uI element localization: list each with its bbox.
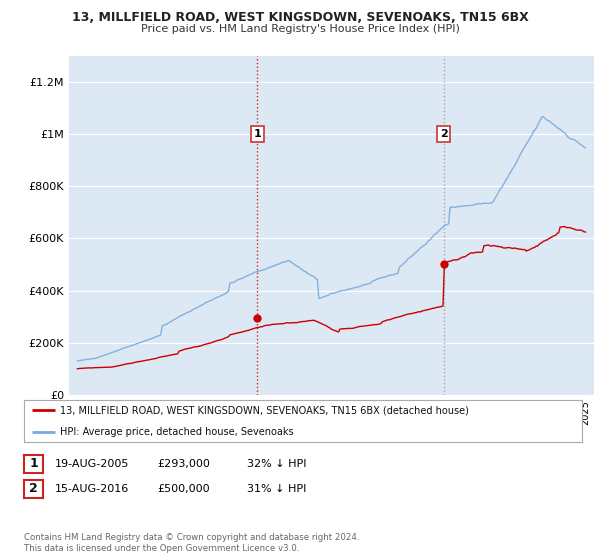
Text: 32% ↓ HPI: 32% ↓ HPI <box>247 459 307 469</box>
Text: £293,000: £293,000 <box>157 459 210 469</box>
Text: Price paid vs. HM Land Registry's House Price Index (HPI): Price paid vs. HM Land Registry's House … <box>140 24 460 34</box>
Text: 2: 2 <box>440 129 448 139</box>
Text: 1: 1 <box>254 129 262 139</box>
Text: HPI: Average price, detached house, Sevenoaks: HPI: Average price, detached house, Seve… <box>60 427 294 437</box>
Text: 31% ↓ HPI: 31% ↓ HPI <box>247 484 307 494</box>
Text: 15-AUG-2016: 15-AUG-2016 <box>55 484 130 494</box>
Text: 19-AUG-2005: 19-AUG-2005 <box>55 459 130 469</box>
Text: 1: 1 <box>29 457 38 470</box>
Text: 13, MILLFIELD ROAD, WEST KINGSDOWN, SEVENOAKS, TN15 6BX: 13, MILLFIELD ROAD, WEST KINGSDOWN, SEVE… <box>71 11 529 24</box>
Text: 13, MILLFIELD ROAD, WEST KINGSDOWN, SEVENOAKS, TN15 6BX (detached house): 13, MILLFIELD ROAD, WEST KINGSDOWN, SEVE… <box>60 405 469 416</box>
Text: Contains HM Land Registry data © Crown copyright and database right 2024.
This d: Contains HM Land Registry data © Crown c… <box>24 533 359 553</box>
Text: £500,000: £500,000 <box>157 484 210 494</box>
Text: 2: 2 <box>29 482 38 496</box>
